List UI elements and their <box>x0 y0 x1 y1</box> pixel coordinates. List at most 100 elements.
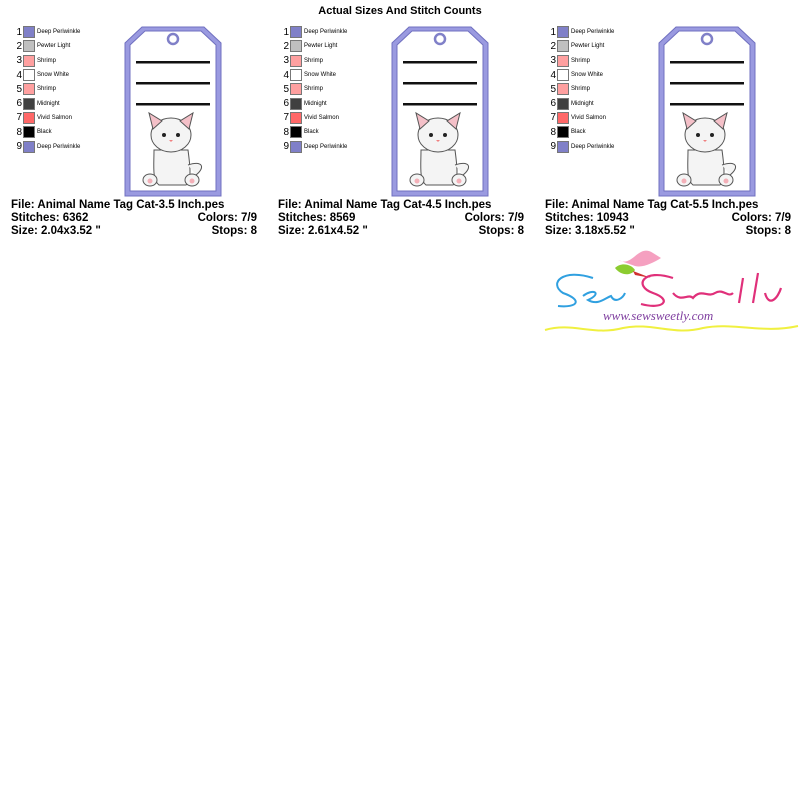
color-row: 6 Midnight <box>281 96 347 110</box>
color-swatch <box>23 26 35 39</box>
color-count: Colors: 7/9 <box>731 212 791 224</box>
color-number: 9 <box>283 141 289 153</box>
color-number: 9 <box>16 141 22 153</box>
color-row: 5 Shrimp <box>548 82 614 96</box>
color-list: 1 Deep Periwinkle 2 Pewter Light 3 Shrimp 4 Sno… <box>14 25 80 154</box>
color-number: 5 <box>16 83 22 95</box>
color-number: 8 <box>550 126 556 138</box>
design-size: Size: 2.04x3.52 " <box>11 225 101 237</box>
color-swatch <box>290 126 302 139</box>
color-row: 2 Pewter Light <box>14 39 80 53</box>
page-title: Actual Sizes And Stitch Counts <box>318 5 482 17</box>
color-row: 7 Vivid Salmon <box>281 111 347 125</box>
color-name: Snow White <box>304 72 337 79</box>
color-number: 6 <box>16 98 22 110</box>
color-swatch <box>23 140 35 153</box>
file-name: File: Animal Name Tag Cat-4.5 Inch.pes <box>278 199 492 211</box>
color-swatch <box>290 83 302 96</box>
color-swatch <box>557 26 569 39</box>
color-name: Black <box>304 129 319 136</box>
color-name: Snow White <box>571 72 604 79</box>
color-number: 6 <box>283 98 289 110</box>
color-row: 4 Snow White <box>281 68 347 82</box>
color-number: 3 <box>283 55 289 67</box>
color-row: 7 Vivid Salmon <box>548 111 614 125</box>
design-size: Size: 2.61x4.52 " <box>278 225 368 237</box>
design-panel: 1 Deep Periwinkle 2 Pewter Light 3 Shrimp 4 Sno… <box>0 0 267 240</box>
color-number: 1 <box>16 26 22 38</box>
name-tag-cat-preview <box>658 26 756 197</box>
color-row: 4 Snow White <box>548 68 614 82</box>
color-swatch <box>557 83 569 96</box>
color-name: Pewter Light <box>37 43 71 50</box>
color-number: 4 <box>283 69 289 81</box>
color-name: Midnight <box>571 100 594 107</box>
color-count: Colors: 7/9 <box>464 212 524 224</box>
color-row: 7 Vivid Salmon <box>14 111 80 125</box>
color-name: Deep Periwinkle <box>37 29 81 36</box>
color-swatch <box>23 40 35 53</box>
color-swatch <box>557 140 569 153</box>
color-number: 1 <box>550 26 556 38</box>
color-name: Pewter Light <box>304 43 338 50</box>
color-row: 8 Black <box>548 125 614 139</box>
color-row: 2 Pewter Light <box>548 39 614 53</box>
color-number: 3 <box>550 55 556 67</box>
color-number: 3 <box>16 55 22 67</box>
color-row: 1 Deep Periwinkle <box>14 25 80 39</box>
color-name: Deep Periwinkle <box>37 143 81 150</box>
color-name: Midnight <box>304 100 327 107</box>
color-swatch <box>290 140 302 153</box>
color-name: Midnight <box>37 100 60 107</box>
design-panel: 1 Deep Periwinkle 2 Pewter Light 3 Shrimp 4 Sno… <box>534 0 800 240</box>
design-panel: 1 Deep Periwinkle 2 Pewter Light 3 Shrimp 4 Sno… <box>267 0 534 240</box>
color-number: 7 <box>283 112 289 124</box>
stop-count: Stops: 8 <box>745 225 791 237</box>
stitch-count: Stitches: 6362 <box>11 212 89 224</box>
color-row: 1 Deep Periwinkle <box>548 25 614 39</box>
color-number: 2 <box>16 40 22 52</box>
color-name: Deep Periwinkle <box>304 143 348 150</box>
color-row: 9 Deep Periwinkle <box>548 139 614 153</box>
color-swatch <box>290 26 302 39</box>
color-number: 6 <box>550 98 556 110</box>
color-swatch <box>557 126 569 139</box>
color-swatch <box>557 97 569 110</box>
color-list: 1 Deep Periwinkle 2 Pewter Light 3 Shrimp 4 Sno… <box>281 25 347 154</box>
color-row: 8 Black <box>14 125 80 139</box>
color-name: Shrimp <box>304 86 324 93</box>
color-swatch <box>23 97 35 110</box>
color-row: 3 Shrimp <box>281 54 347 68</box>
color-number: 1 <box>283 26 289 38</box>
color-number: 2 <box>283 40 289 52</box>
color-name: Black <box>571 129 586 136</box>
color-name: Snow White <box>37 72 70 79</box>
color-number: 4 <box>16 69 22 81</box>
color-number: 8 <box>283 126 289 138</box>
color-name: Pewter Light <box>571 43 605 50</box>
color-row: 5 Shrimp <box>14 82 80 96</box>
color-name: Shrimp <box>37 57 57 64</box>
color-name: Deep Periwinkle <box>304 29 348 36</box>
color-row: 6 Midnight <box>548 96 614 110</box>
color-swatch <box>23 54 35 67</box>
color-number: 2 <box>550 40 556 52</box>
color-row: 1 Deep Periwinkle <box>281 25 347 39</box>
file-name: File: Animal Name Tag Cat-3.5 Inch.pes <box>11 199 225 211</box>
color-name: Shrimp <box>571 86 591 93</box>
color-name: Deep Periwinkle <box>571 29 615 36</box>
color-number: 4 <box>550 69 556 81</box>
stitch-count: Stitches: 10943 <box>545 212 629 224</box>
color-row: 4 Snow White <box>14 68 80 82</box>
color-row: 9 Deep Periwinkle <box>281 139 347 153</box>
color-name: Deep Periwinkle <box>571 143 615 150</box>
color-name: Shrimp <box>37 86 57 93</box>
color-row: 2 Pewter Light <box>281 39 347 53</box>
name-tag-cat-preview <box>391 26 489 197</box>
design-info: File: Animal Name Tag Cat-4.5 Inch.pes S… <box>278 199 524 238</box>
color-swatch <box>290 40 302 53</box>
color-name: Vivid Salmon <box>37 114 72 121</box>
file-name: File: Animal Name Tag Cat-5.5 Inch.pes <box>545 199 759 211</box>
design-info: File: Animal Name Tag Cat-3.5 Inch.pes S… <box>11 199 257 238</box>
color-number: 7 <box>550 112 556 124</box>
